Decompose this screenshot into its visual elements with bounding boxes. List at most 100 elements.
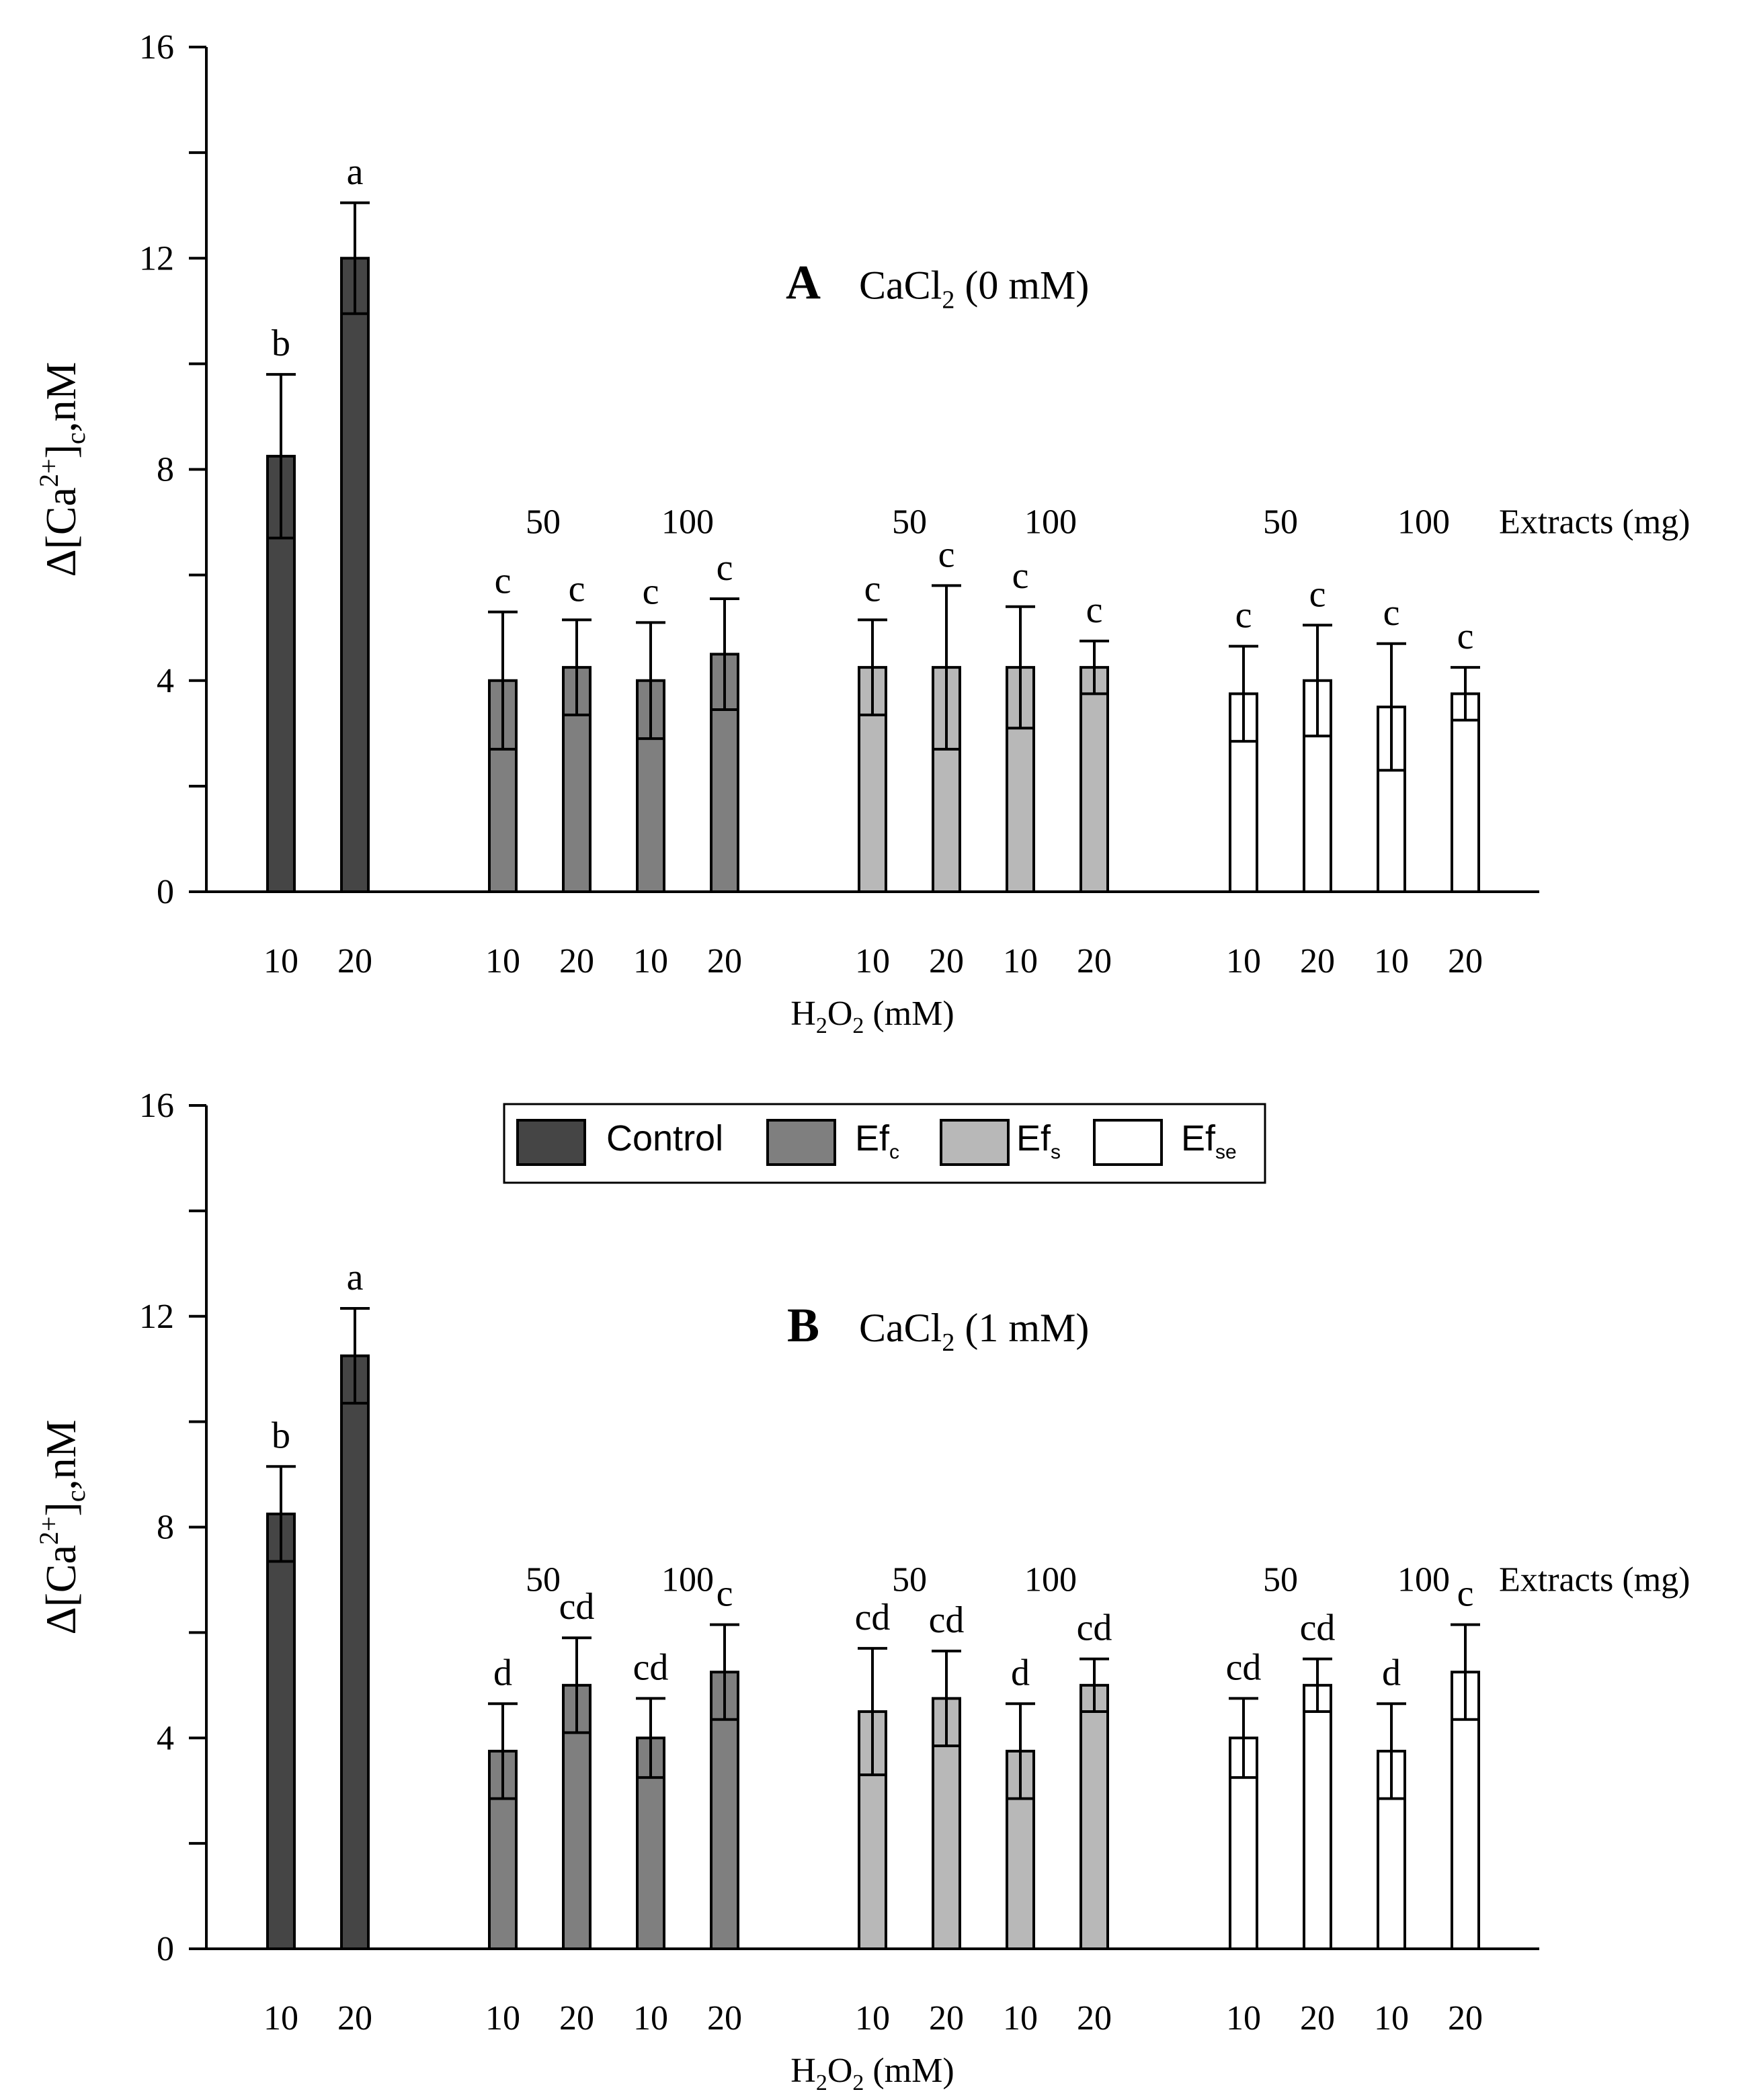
- significance-label: a: [347, 151, 364, 193]
- panel-letter: A: [786, 255, 821, 309]
- significance-label: c: [1235, 595, 1252, 636]
- extracts-label: Extracts (mg): [1499, 503, 1690, 542]
- bar: [1303, 1683, 1332, 1950]
- y-tick-label: 16: [139, 28, 174, 67]
- legend-label: Control: [606, 1118, 723, 1159]
- y-tick-label: 0: [157, 873, 174, 911]
- extract-dose-label: 50: [526, 1561, 561, 1599]
- extract-dose-label: 100: [1397, 503, 1450, 542]
- legend-swatch: [766, 1119, 836, 1166]
- x-tick-label: 10: [633, 1999, 668, 2038]
- panel-title: CaCl2 (0 mM): [859, 263, 1089, 314]
- extract-dose-label: 100: [1024, 503, 1077, 542]
- extract-dose-label: 50: [526, 503, 561, 542]
- y-tick-label: 4: [157, 1719, 174, 1757]
- significance-label: c: [1457, 1573, 1474, 1615]
- significance-label: c: [1457, 616, 1474, 657]
- x-tick-label: 10: [855, 1999, 890, 2038]
- y-axis-label: Δ[Ca2+]c,nM: [34, 1419, 91, 1634]
- significance-label: cd: [1226, 1646, 1262, 1688]
- significance-label: c: [643, 571, 659, 612]
- significance-label: c: [495, 560, 512, 602]
- x-tick-label: 20: [559, 1999, 594, 2038]
- panel-a-chart: 0 4 8 12 16 Δ[Ca2+]c,nM b 10 a 20 c 10 c 20 c 10 c 20 c 10 c…: [34, 28, 1690, 1038]
- panel-title: CaCl2 (1 mM): [859, 1306, 1089, 1357]
- x-tick-label: 20: [337, 1999, 372, 2038]
- extract-dose-label: 100: [1024, 1561, 1077, 1599]
- extract-dose-label: 50: [1263, 1561, 1298, 1599]
- x-tick-label: 10: [1374, 942, 1409, 980]
- significance-label: c: [1012, 555, 1029, 597]
- bar: [562, 1683, 592, 1950]
- x-tick-label: 10: [263, 1999, 298, 2038]
- x-tick-label: 10: [1003, 942, 1038, 980]
- x-tick-label: 20: [1448, 1999, 1483, 2038]
- x-tick-label: 20: [559, 942, 594, 980]
- significance-label: c: [938, 534, 955, 575]
- significance-label: cd: [929, 1599, 965, 1641]
- significance-label: c: [1383, 592, 1400, 634]
- extract-dose-label: 100: [1397, 1561, 1450, 1599]
- x-tick-label: 20: [1077, 942, 1112, 980]
- x-tick-label: 20: [707, 1999, 742, 2038]
- x-tick-label: 10: [1226, 942, 1261, 980]
- significance-label: c: [1309, 573, 1326, 615]
- x-tick-label: 10: [1003, 1999, 1038, 2038]
- significance-label: cd: [1300, 1607, 1336, 1649]
- significance-label: b: [272, 1415, 290, 1456]
- extract-dose-label: 50: [892, 1561, 927, 1599]
- significance-label: c: [569, 568, 585, 610]
- x-tick-label: 20: [929, 1999, 964, 2038]
- legend-label: Efc: [855, 1118, 899, 1163]
- y-tick-label: 12: [139, 239, 174, 278]
- x-tick-label: 10: [1374, 1999, 1409, 2038]
- x-tick-label: 20: [337, 942, 372, 980]
- y-tick-label: 16: [139, 1087, 174, 1125]
- bar: [1080, 1683, 1109, 1950]
- bar: [1451, 692, 1480, 893]
- legend: Control Efc Efs Efse: [503, 1103, 1266, 1184]
- y-tick-label: 8: [157, 1509, 174, 1547]
- significance-label: d: [1011, 1652, 1030, 1693]
- y-tick-label: 0: [157, 1930, 174, 1968]
- extract-dose-label: 100: [661, 503, 714, 542]
- significance-label: c: [717, 1573, 733, 1615]
- significance-label: c: [864, 568, 881, 610]
- x-tick-label: 10: [855, 942, 890, 980]
- x-tick-label: 10: [263, 942, 298, 980]
- significance-label: d: [1382, 1652, 1401, 1693]
- bar: [266, 1512, 296, 1950]
- y-axis-label: Δ[Ca2+]c,nM: [34, 362, 91, 577]
- x-axis-label: H2O2 (mM): [790, 2052, 954, 2095]
- bar: [340, 257, 370, 893]
- legend-swatch: [940, 1119, 1010, 1166]
- y-tick-label: 8: [157, 451, 174, 489]
- x-tick-label: 10: [1226, 1999, 1261, 2038]
- significance-label: a: [347, 1257, 364, 1298]
- y-tick-label: 4: [157, 662, 174, 700]
- x-tick-label: 20: [929, 942, 964, 980]
- x-tick-label: 20: [1077, 1999, 1112, 2038]
- y-tick-label: 12: [139, 1298, 174, 1336]
- extract-dose-label: 50: [892, 503, 927, 542]
- extract-dose-label: 50: [1263, 503, 1298, 542]
- significance-label: d: [493, 1652, 512, 1693]
- extracts-label: Extracts (mg): [1499, 1561, 1690, 1599]
- significance-label: cd: [855, 1597, 891, 1638]
- bar: [488, 679, 518, 893]
- significance-label: cd: [559, 1586, 595, 1628]
- legend-label: Efs: [1016, 1118, 1061, 1163]
- legend-swatch: [516, 1119, 586, 1166]
- significance-label: c: [717, 547, 733, 589]
- legend-label: Efse: [1181, 1118, 1237, 1163]
- x-tick-label: 20: [1300, 1999, 1335, 2038]
- significance-label: cd: [1077, 1607, 1112, 1649]
- x-tick-label: 10: [485, 1999, 520, 2038]
- x-axis-label: H2O2 (mM): [790, 995, 954, 1038]
- x-tick-label: 10: [633, 942, 668, 980]
- x-tick-label: 10: [485, 942, 520, 980]
- x-tick-label: 20: [1448, 942, 1483, 980]
- significance-label: b: [272, 323, 290, 364]
